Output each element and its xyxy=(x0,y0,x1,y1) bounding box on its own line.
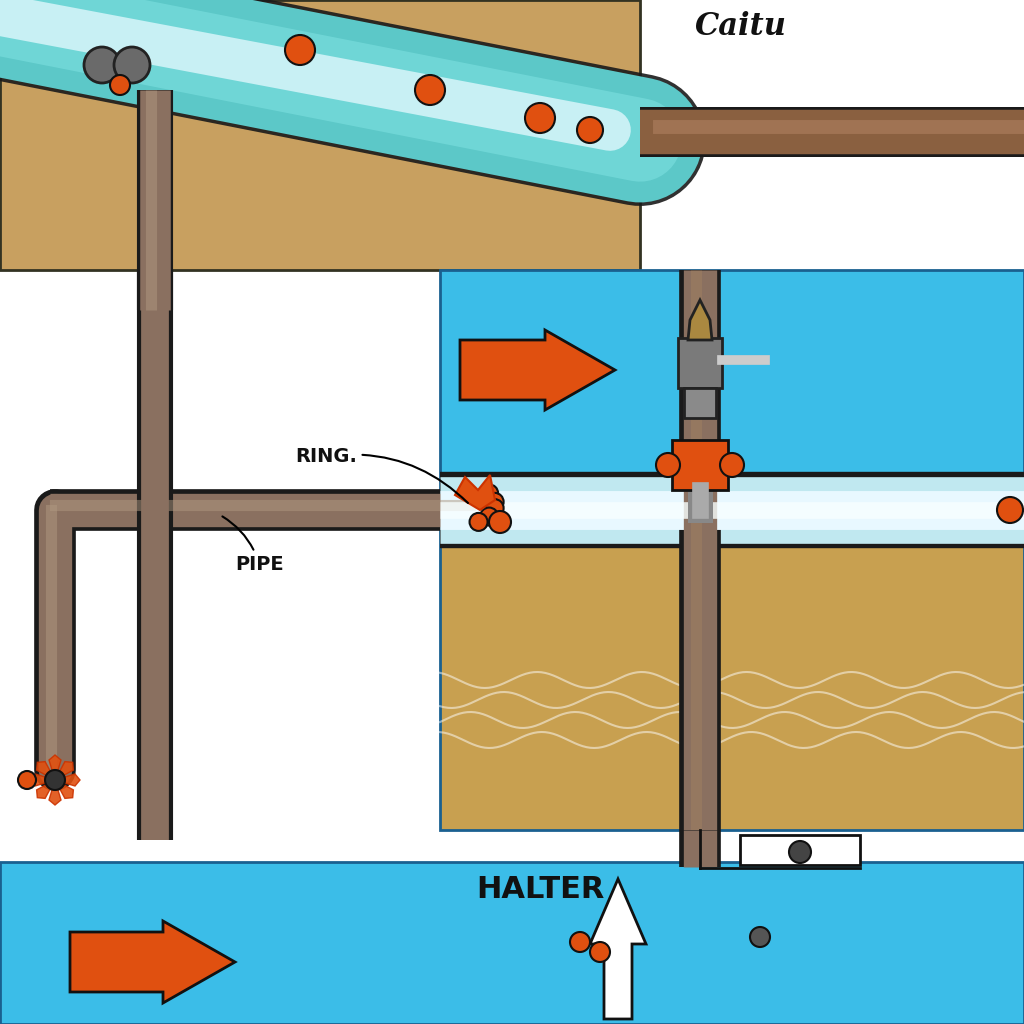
Bar xyxy=(440,510,1024,830)
Circle shape xyxy=(577,117,603,143)
Circle shape xyxy=(525,103,555,133)
Polygon shape xyxy=(55,780,74,799)
Circle shape xyxy=(656,453,680,477)
Polygon shape xyxy=(460,330,615,410)
Polygon shape xyxy=(30,774,55,786)
Circle shape xyxy=(45,770,65,790)
Circle shape xyxy=(997,497,1023,523)
Circle shape xyxy=(480,484,498,503)
Circle shape xyxy=(750,927,770,947)
Bar xyxy=(0,0,640,270)
Circle shape xyxy=(480,508,498,525)
Bar xyxy=(440,270,1024,510)
Circle shape xyxy=(720,453,744,477)
Circle shape xyxy=(570,932,590,952)
Circle shape xyxy=(489,511,511,534)
Circle shape xyxy=(84,47,120,83)
Text: Caitu: Caitu xyxy=(695,11,786,42)
Circle shape xyxy=(590,942,610,962)
Circle shape xyxy=(285,35,315,65)
Circle shape xyxy=(485,493,504,511)
Bar xyxy=(678,338,722,388)
Polygon shape xyxy=(49,755,61,780)
Polygon shape xyxy=(55,774,80,786)
Text: RING.: RING. xyxy=(295,447,468,503)
Circle shape xyxy=(18,771,36,790)
Bar xyxy=(684,388,716,418)
Polygon shape xyxy=(70,921,234,1002)
Text: PIPE: PIPE xyxy=(222,516,284,574)
Polygon shape xyxy=(37,780,55,799)
Circle shape xyxy=(415,75,445,105)
Polygon shape xyxy=(688,300,712,340)
Polygon shape xyxy=(37,762,55,780)
Polygon shape xyxy=(590,879,646,1019)
Polygon shape xyxy=(55,762,74,780)
Polygon shape xyxy=(455,475,495,510)
Text: HALTER: HALTER xyxy=(476,876,604,904)
Circle shape xyxy=(114,47,150,83)
Circle shape xyxy=(110,75,130,95)
Bar xyxy=(672,440,728,490)
Bar xyxy=(740,835,860,865)
Circle shape xyxy=(470,513,487,530)
Circle shape xyxy=(485,499,504,517)
Circle shape xyxy=(790,841,811,863)
Polygon shape xyxy=(49,780,61,805)
Bar xyxy=(0,862,1024,1024)
